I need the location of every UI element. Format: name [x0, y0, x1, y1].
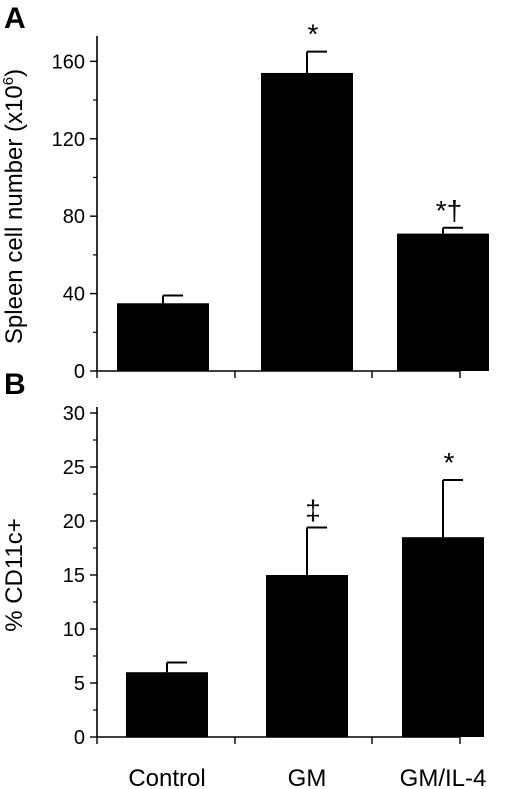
bar-gm: [266, 575, 348, 737]
y-axis-title-text: Spleen cell number (x10: [1, 85, 28, 344]
y-tick-label: 15: [63, 565, 85, 587]
bar-control: [117, 303, 209, 371]
y-tick-label: 10: [63, 619, 85, 641]
y-tick-label: 0: [74, 361, 85, 383]
y-tick-label: 120: [52, 129, 85, 151]
y-axis-title-text: % CD11c+: [1, 518, 28, 632]
y-tick-label: 5: [74, 673, 85, 695]
y-tick-label: 40: [63, 284, 85, 306]
bar-control: [126, 672, 208, 737]
y-tick-label: 160: [52, 51, 85, 73]
y-axis-title-close: ): [1, 69, 28, 77]
y-tick-label: 25: [63, 457, 85, 479]
x-category-label: GM/IL-4: [400, 765, 487, 789]
y-axis-title: % CD11c+: [1, 518, 28, 632]
bar-gm-il-4: [402, 537, 484, 737]
panel-label: A: [4, 2, 26, 35]
y-tick-label: 20: [63, 511, 85, 533]
y-tick-label: 80: [63, 206, 85, 228]
significance-marker: *†: [436, 195, 462, 226]
significance-marker: *: [308, 19, 319, 50]
y-tick-label: 0: [74, 727, 85, 749]
panel-label: B: [4, 368, 26, 401]
significance-marker: *: [444, 447, 455, 478]
y-axis-title-superscript: 6: [0, 77, 17, 85]
bar-gm-il-4: [397, 233, 489, 371]
x-category-label: Control: [128, 765, 205, 789]
y-axis-title: Spleen cell number (x106): [0, 69, 28, 344]
y-tick-label: 30: [63, 403, 85, 425]
x-category-label: GM: [288, 765, 327, 789]
bar-gm: [261, 72, 353, 371]
significance-marker: ‡: [305, 494, 321, 525]
